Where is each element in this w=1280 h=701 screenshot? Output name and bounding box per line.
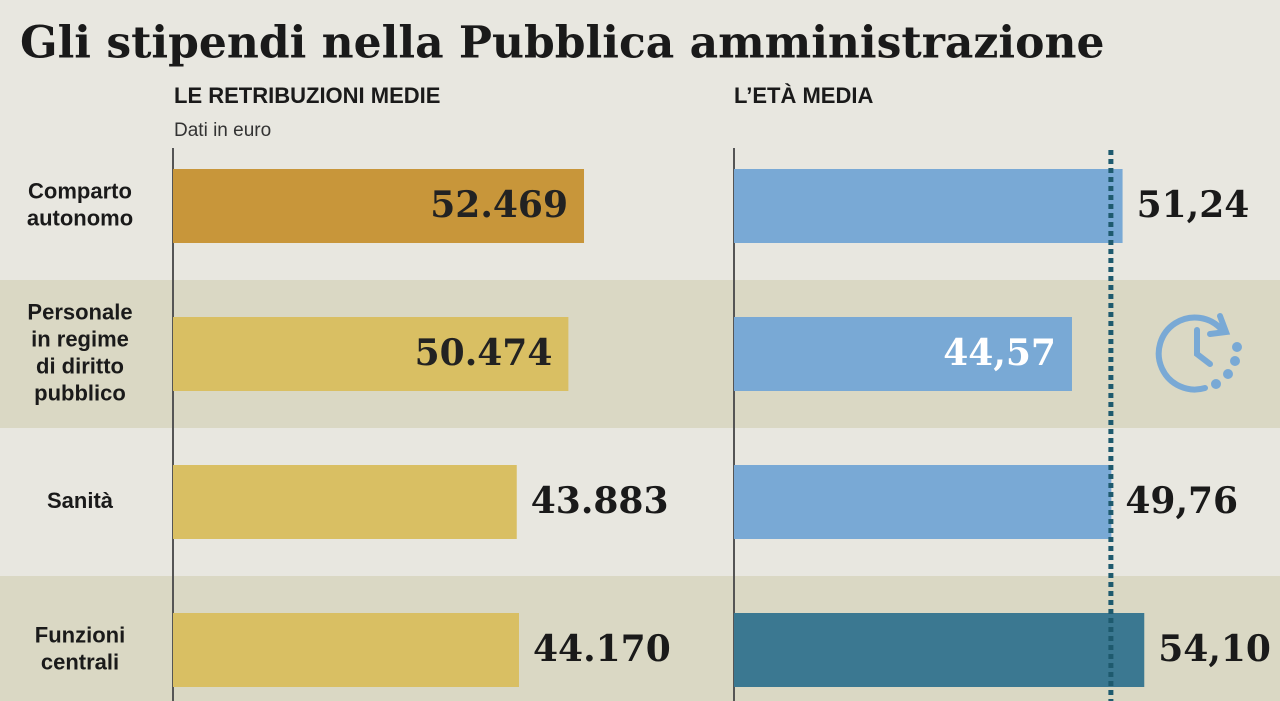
value-label: 43.883 (531, 480, 669, 522)
clock-icon (1155, 313, 1242, 393)
bar (734, 465, 1112, 539)
bar (173, 317, 569, 391)
bar (734, 613, 1145, 687)
bar (173, 465, 517, 539)
page-title: Gli stipendi nella Pubblica amministrazi… (20, 18, 1104, 69)
bar (734, 317, 1072, 391)
value-label: 50.474 (415, 332, 553, 374)
category-label: Personale in regime di diritto pubblico (27, 299, 132, 405)
bar (173, 613, 519, 687)
value-label: 44,57 (943, 332, 1056, 374)
category-label: Comparto autonomo (27, 178, 133, 230)
value-label: 54,10 (1158, 628, 1271, 670)
bar (734, 169, 1123, 243)
value-label: 44.170 (533, 628, 671, 670)
chart-title: LE RETRIBUZIONI MEDIE (174, 83, 440, 108)
value-label: 52.469 (430, 184, 568, 226)
chart-subtitle: Dati in euro (174, 120, 271, 141)
chart-title: L’ETÀ MEDIA (734, 83, 873, 108)
value-label: 51,24 (1137, 184, 1250, 226)
value-label: 49,76 (1125, 480, 1238, 522)
bar (173, 169, 585, 243)
category-label: Funzioni centrali (35, 622, 125, 674)
category-label: Sanità (47, 488, 114, 513)
